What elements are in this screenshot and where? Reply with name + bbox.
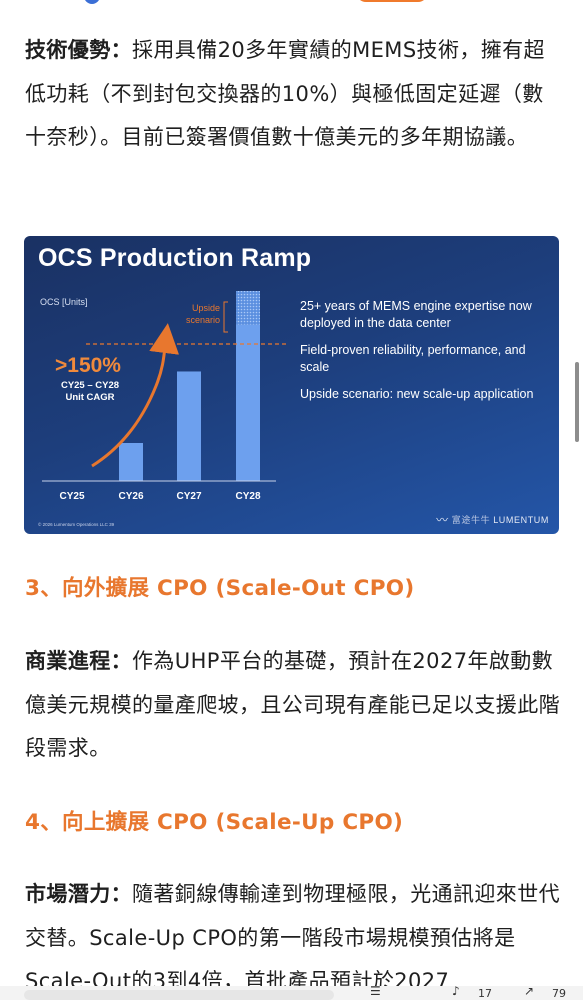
scrollbar-thumb[interactable] — [575, 362, 579, 442]
tick-cy28: CY28 — [235, 491, 260, 502]
upside-bracket — [223, 301, 228, 333]
slide-bullets: 25+ years of MEMS engine expertise now d… — [300, 298, 550, 413]
paragraph-tech-advantage: 技術優勢：採用具備20多年實績的MEMS技術，擁有超低功耗（不到封包交換器的10… — [25, 29, 565, 160]
upside-label-1: Upside — [192, 303, 220, 313]
brand-text: LUMENTUM — [493, 514, 549, 525]
upside-label-2: scenario — [186, 315, 220, 325]
upside-bar-cy28 — [236, 291, 260, 325]
slide-footnote: © 2026 Lumentum Operations LLC 39 — [38, 522, 115, 527]
label-tech-advantage: 技術優勢： — [25, 38, 132, 62]
bars-group — [119, 291, 260, 481]
x-ticks-group: CY25 CY26 CY27 CY28 — [59, 491, 260, 502]
watermark-text: 富途牛牛 — [451, 515, 491, 525]
bullet-1: 25+ years of MEMS engine expertise now d… — [300, 299, 532, 330]
label-commercial-progress: 商業進程： — [25, 649, 132, 673]
app-icon-fragment — [84, 0, 100, 4]
tick-cy25: CY25 — [59, 491, 84, 502]
ocs-chart: OCS [Units] CY25 CY26 CY27 CY28 Upside scen… — [40, 291, 288, 502]
top-fragments — [0, 0, 583, 10]
share-count: 79 — [552, 987, 566, 1000]
bar-cy27 — [177, 371, 201, 481]
growth-arrow — [91, 323, 180, 468]
swoosh-icon: 〰 — [436, 513, 449, 527]
text-market-potential: 隨著銅線傳輸達到物理極限，光通訊迎來世代交替。Scale-Up CPO的第一階段… — [25, 882, 560, 993]
paragraph-commercial-progress: 商業進程：作為UHP平台的基礎，預計在2027年啟動數億美元規模的量產爬坡，且公… — [25, 640, 565, 771]
axis-label: OCS [Units] — [40, 297, 88, 307]
share-icon[interactable]: ↗ — [524, 984, 535, 998]
heading-scale-up: 4、向上擴展 CPO (Scale-Up CPO) — [25, 810, 404, 835]
cagr-line-1: CY25 – CY28 — [61, 380, 119, 391]
ocs-production-slide: OCS Production Ramp OCS [Units] CY25 CY26… — [24, 236, 559, 534]
bottom-toolbar: ☰ ♪ 17 ↗ 79 — [0, 984, 583, 1000]
cagr-line-2: Unit CAGR — [65, 392, 114, 403]
text-tech-advantage: 採用具備20多年實績的MEMS技術，擁有超低功耗（不到封包交換器的10%）與極低… — [25, 38, 545, 149]
bar-cy28 — [236, 324, 260, 481]
bar-cy26 — [119, 443, 143, 481]
slide-title: OCS Production Ramp — [38, 244, 312, 272]
like-icon[interactable]: ♪ — [452, 984, 460, 998]
bullet-3: Upside scenario: new scale-up applicatio… — [300, 387, 534, 401]
lumentum-brand: 〰 富途牛牛 LUMENTUM — [436, 511, 549, 528]
text-commercial-progress: 作為UHP平台的基礎，預計在2027年啟動數億美元規模的量產爬坡，且公司現有產能… — [25, 649, 560, 760]
paragraph-market-potential: 市場潛力：隨著銅線傳輸達到物理極限，光通訊迎來世代交替。Scale-Up CPO… — [25, 873, 565, 1004]
menu-icon[interactable]: ☰ — [370, 984, 381, 998]
tick-cy26: CY26 — [118, 491, 143, 502]
comment-input[interactable] — [24, 990, 334, 1000]
like-count: 17 — [478, 987, 492, 1000]
tick-cy27: CY27 — [176, 491, 201, 502]
heading-scale-out: 3、向外擴展 CPO (Scale-Out CPO) — [25, 576, 415, 601]
bullet-2: Field-proven reliability, performance, a… — [300, 343, 526, 374]
label-market-potential: 市場潛力： — [25, 882, 132, 906]
cagr-value: >150% — [55, 354, 121, 377]
follow-button-fragment[interactable] — [356, 0, 428, 2]
